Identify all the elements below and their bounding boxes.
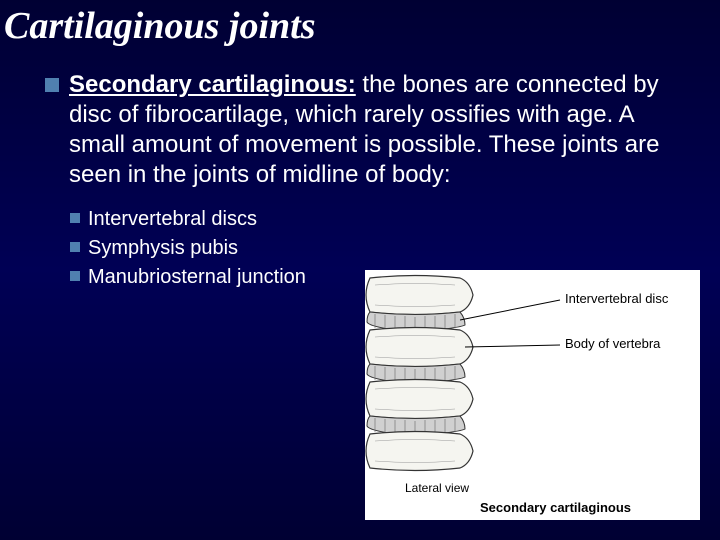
list-item: Symphysis pubis <box>70 235 690 261</box>
main-bullet-row: Secondary cartilaginous: the bones are c… <box>45 70 690 190</box>
vertebra-diagram-icon: Intervertebral disc Body of vertebra Lat… <box>365 270 700 520</box>
figure-caption: Secondary cartilaginous <box>480 500 631 515</box>
sub-item-label: Intervertebral discs <box>88 206 257 232</box>
anatomy-figure: Intervertebral disc Body of vertebra Lat… <box>365 270 700 520</box>
figure-label-body: Body of vertebra <box>565 336 661 351</box>
page-title: Cartilaginous joints <box>0 0 720 60</box>
sub-item-label: Symphysis pubis <box>88 235 238 261</box>
bullet-icon <box>45 78 59 92</box>
term-label: Secondary cartilaginous: <box>69 71 356 98</box>
list-item: Intervertebral discs <box>70 206 690 232</box>
main-content: Secondary cartilaginous: the bones are c… <box>0 60 720 290</box>
bullet-icon <box>70 242 80 252</box>
bullet-icon <box>70 271 80 281</box>
bullet-icon <box>70 213 80 223</box>
spine-illustration <box>366 276 473 471</box>
sub-item-label: Manubriosternal junction <box>88 264 306 290</box>
figure-label-disc: Intervertebral disc <box>565 291 669 306</box>
main-text-block: Secondary cartilaginous: the bones are c… <box>69 70 690 190</box>
figure-view-label: Lateral view <box>405 481 469 495</box>
